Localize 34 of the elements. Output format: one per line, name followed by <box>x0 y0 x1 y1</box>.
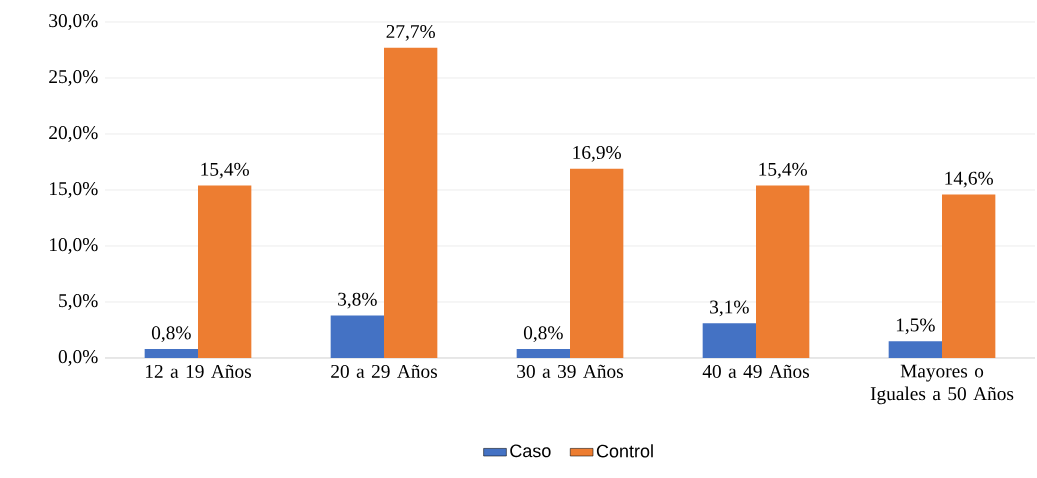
data-label: 14,6% <box>945 171 993 188</box>
data-label: 3,1% <box>710 300 749 317</box>
x-tick-label: 30 a 39 Años <box>517 364 623 378</box>
data-label: 16,9% <box>573 145 621 162</box>
y-tick-label: 10,0% <box>50 238 98 254</box>
data-label: 0,8% <box>151 326 191 343</box>
bar <box>942 194 996 358</box>
legend-label: Caso <box>510 444 551 458</box>
y-tick-label: 25,0% <box>49 70 98 86</box>
bar <box>702 323 756 358</box>
bar <box>198 185 252 358</box>
data-label: 15,4% <box>201 162 249 179</box>
y-tick-label: 0,0% <box>58 350 98 366</box>
data-label: 27,7% <box>386 24 435 41</box>
bar <box>756 185 810 358</box>
data-label: 0,8% <box>523 326 563 343</box>
bar <box>516 349 571 358</box>
bar <box>570 168 624 358</box>
bar <box>888 341 943 358</box>
y-tick-label: 15,0% <box>50 182 98 198</box>
data-label: 1,5% <box>896 318 935 335</box>
y-tick-label: 30,0% <box>49 14 98 30</box>
x-tick-label: 12 a 19 Años <box>146 364 251 378</box>
x-tick-label: 20 a 29 Años <box>331 364 437 378</box>
data-label: 3,8% <box>338 292 377 309</box>
legend-label: Control <box>596 444 653 458</box>
bar <box>384 47 438 358</box>
x-tick-label: Mayores o Iguales a 50 Años <box>870 364 1014 405</box>
bar <box>330 315 384 358</box>
bar <box>144 349 198 358</box>
x-tick-label: 40 a 49 Años <box>702 364 809 378</box>
data-label: 15,4% <box>759 162 807 179</box>
y-tick-label: 5,0% <box>59 294 98 310</box>
y-tick-label: 20,0% <box>49 126 98 142</box>
